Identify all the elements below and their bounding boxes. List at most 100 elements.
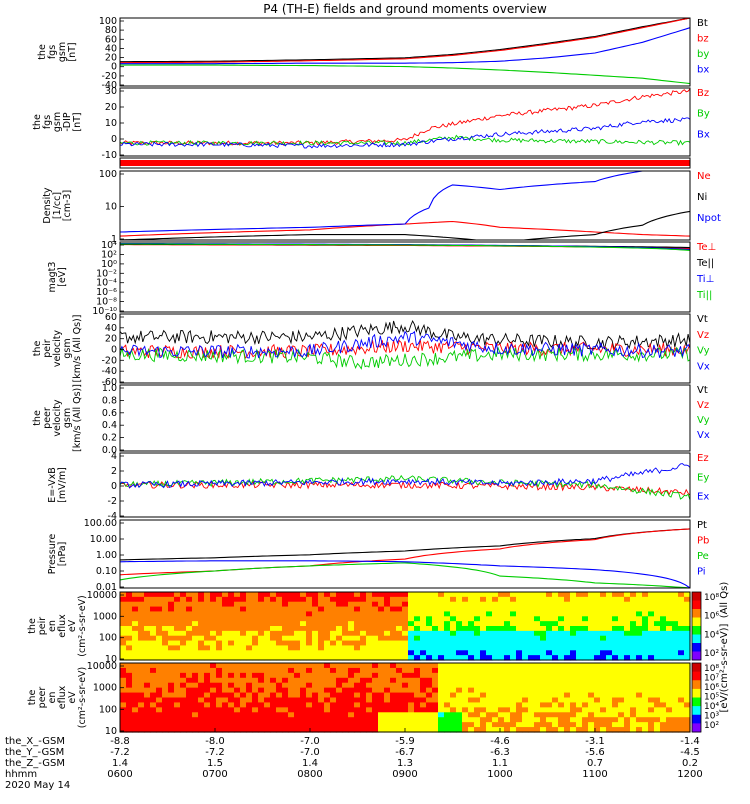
heatmap-cell [498,682,505,689]
heatmap-cell [612,672,619,679]
heatmap-cell [270,616,277,622]
heatmap-cell [636,687,643,694]
heatmap-cell [216,707,223,713]
heatmap-cell [162,717,169,723]
heatmap-cell [396,702,403,708]
heatmap-cell [408,621,415,627]
heatmap-cell [582,611,589,617]
heatmap-cell [264,677,271,684]
heatmap-cell [678,702,685,708]
heatmap-cell [648,611,655,617]
heatmap-cell [132,650,139,656]
heatmap-cell [198,611,205,617]
heatmap-cell [540,606,547,613]
heatmap-cell [204,707,211,713]
heatmap-cell [438,606,445,613]
heatmap-cell [126,611,133,617]
ephemeris-value: -3.1 [585,736,605,747]
heatmap-cell [600,687,607,694]
heatmap-cell [630,717,637,723]
heatmap-cell [648,645,655,651]
y-tick-label: 0 [111,62,117,73]
heatmap-cell [396,635,403,642]
heatmap-cell [426,635,433,642]
heatmap-cell [252,650,259,656]
heatmap-cell [552,616,559,622]
heatmap-cell [276,630,283,637]
heatmap-cell [420,702,427,708]
heatmap-cell [348,682,355,689]
legend-label-Vx: Vx [697,430,710,441]
heatmap-cell [330,616,337,622]
heatmap-cell [522,707,529,713]
y-axis-label: magt3 [47,262,58,293]
heatmap-cell [138,596,145,603]
heatmap-cell [552,722,559,728]
ephemeris-row-label: the_Y_-GSM [5,747,64,758]
heatmap-cell [492,645,499,651]
heatmap-cell [492,667,499,674]
heatmap-cell [192,722,199,728]
heatmap-cell [360,663,367,669]
heatmap-cell [558,682,565,689]
heatmap-cell [162,682,169,689]
heatmap-cell [534,687,541,694]
heatmap-cell [432,667,439,674]
heatmap-cell [306,630,313,637]
heatmap-cell [402,712,409,718]
heatmap-cell [618,663,625,669]
heatmap-cell [450,592,457,598]
heatmap-cell [672,601,679,608]
heatmap-cell [660,717,667,723]
heatmap-cell [216,727,223,733]
heatmap-cell [378,611,385,617]
heatmap-cell [618,712,625,718]
heatmap-cell [228,687,235,694]
heatmap-cell [288,606,295,613]
heatmap-cell [648,655,655,661]
panel-frame [119,17,691,87]
heatmap-cell [552,672,559,679]
heatmap-cell [168,672,175,679]
heatmap-cell [288,702,295,708]
heatmap-cell [588,645,595,651]
heatmap-cell [330,712,337,718]
heatmap-cell [180,621,187,627]
heatmap-cell [546,717,553,723]
heatmap-cell [174,667,181,674]
ephemeris-value: 1200 [677,769,702,780]
heatmap-cell [186,717,193,723]
heatmap-cell [564,667,571,674]
heatmap-cell [144,663,151,669]
heatmap-cell [300,722,307,728]
heatmap-cell [612,677,619,684]
heatmap-cell [216,672,223,679]
heatmap-cell [480,596,487,603]
heatmap-cell [216,702,223,708]
heatmap-cell [330,596,337,603]
heatmap-cell [618,596,625,603]
y-axis-label: velocity [52,330,63,368]
heatmap-cell [312,635,319,642]
heatmap-cell [300,717,307,723]
y-tick-label: -10 [101,150,117,161]
heatmap-cell [672,606,679,613]
heatmap-cell [546,697,553,704]
heatmap-cell [450,601,457,608]
heatmap-cell [420,650,427,656]
heatmap-cell [468,616,475,622]
heatmap-cell [126,630,133,637]
y-axis-label: eflux [57,614,68,638]
heatmap-cell [132,655,139,661]
heatmap-cell [402,663,409,669]
heatmap-cell [132,717,139,723]
heatmap-cell [606,621,613,627]
y-axis-label: en [47,620,58,632]
heatmap-cell [402,621,409,627]
heatmap-cell [558,635,565,642]
heatmap-cell [624,650,631,656]
heatmap-cell [420,687,427,694]
heatmap-cell [420,707,427,713]
